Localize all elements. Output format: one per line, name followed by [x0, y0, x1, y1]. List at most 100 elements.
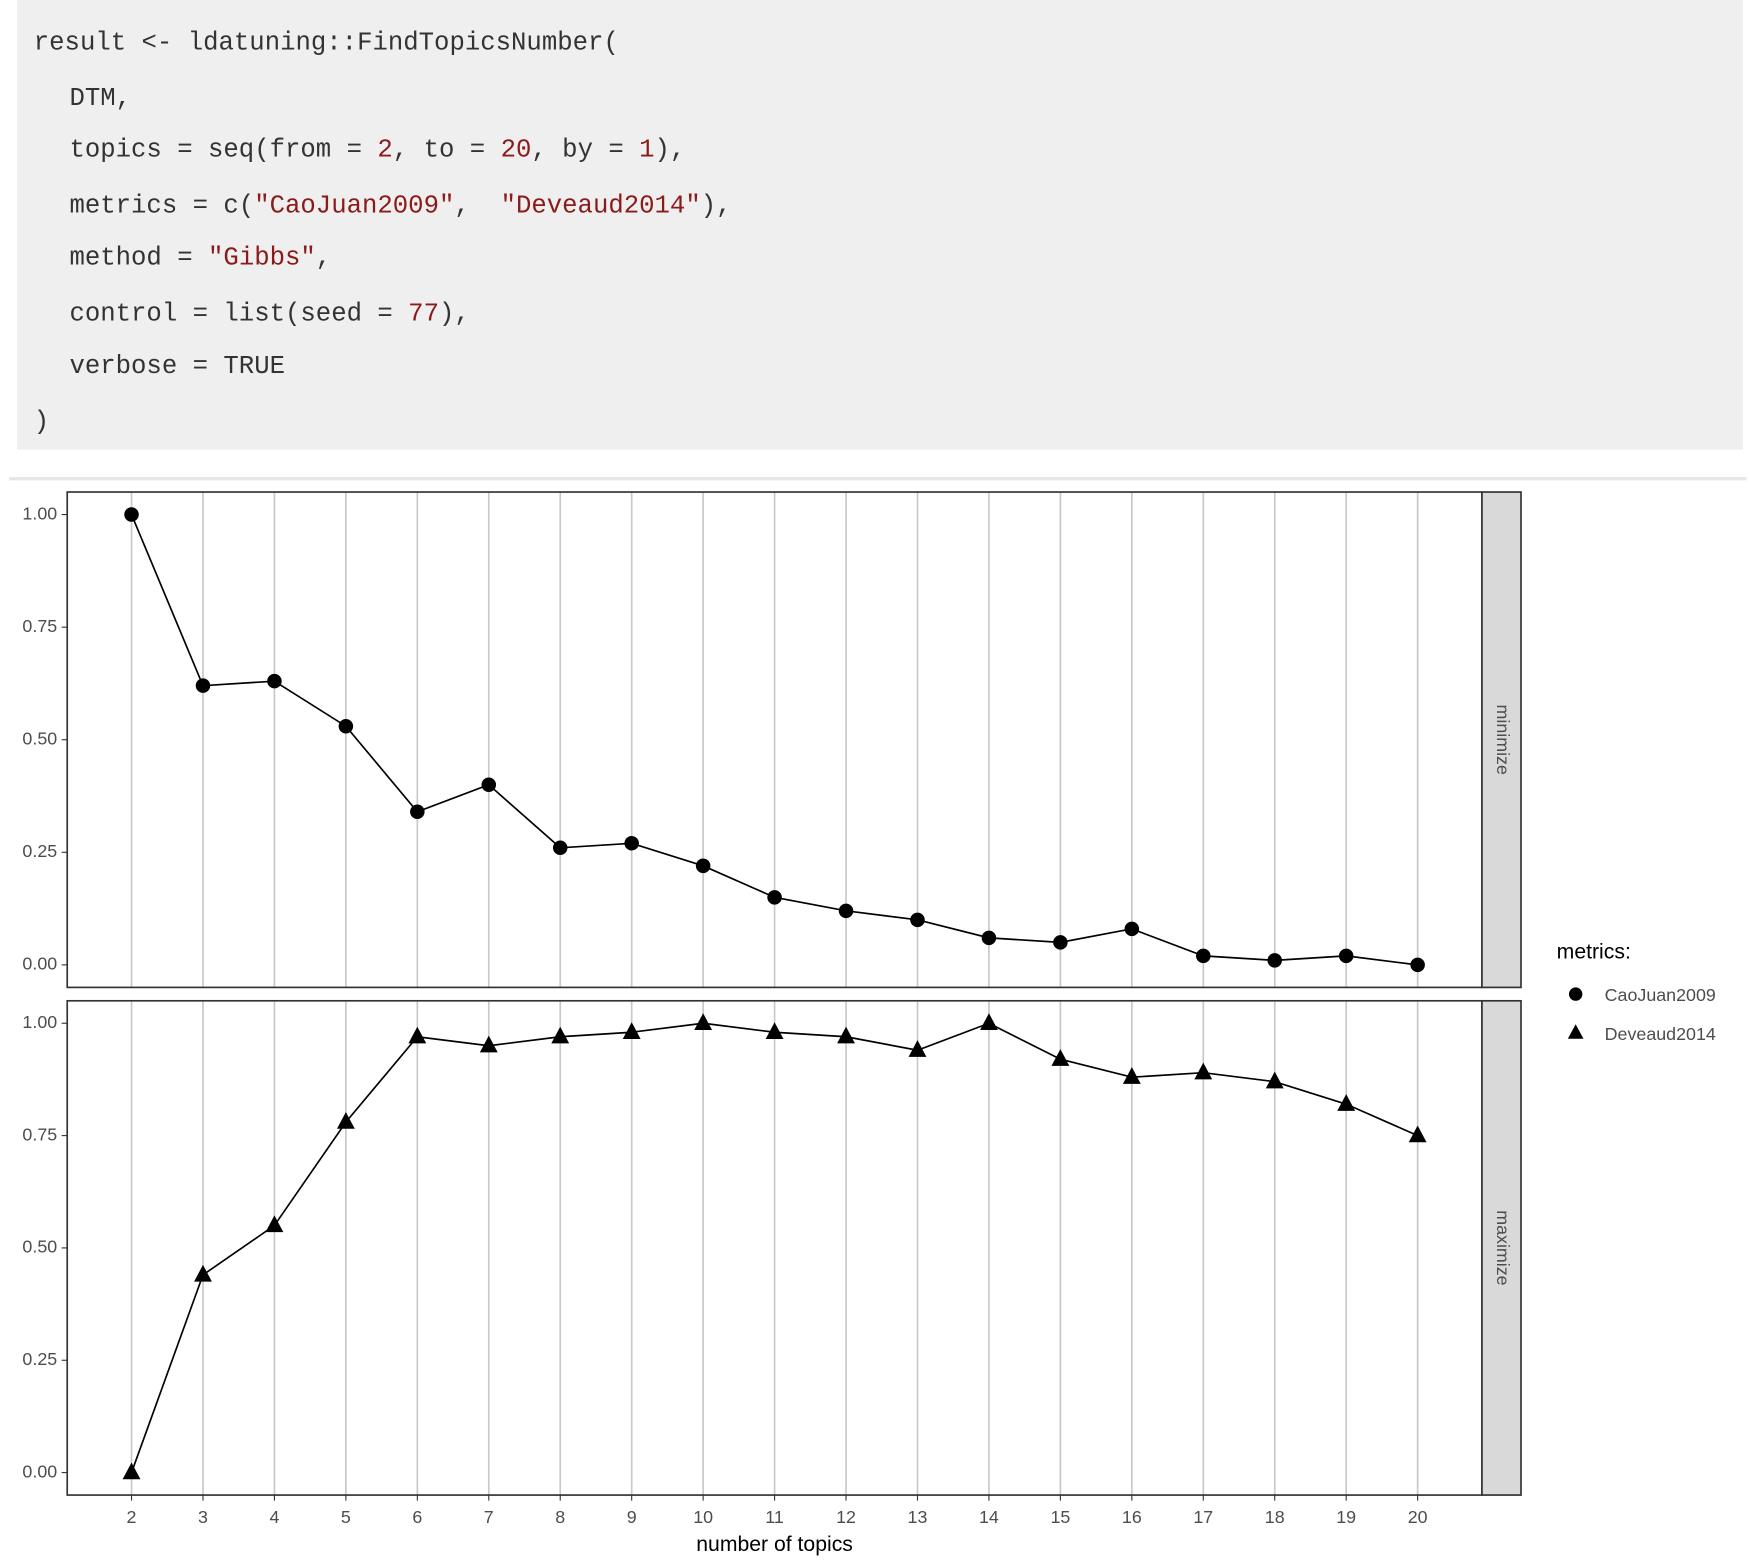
x-tick-label: 4 [269, 1507, 279, 1527]
point [1122, 1067, 1141, 1084]
point [980, 1013, 998, 1030]
x-tick-label: 6 [412, 1507, 422, 1527]
point [765, 1022, 784, 1039]
x-tick-label: 18 [1265, 1507, 1285, 1527]
point [1265, 1071, 1284, 1089]
code-line: result <- ldatuning::FindTopicsNumber( [34, 28, 619, 57]
x-tick-label: 20 [1408, 1507, 1428, 1527]
point [481, 777, 497, 793]
point [1196, 948, 1211, 964]
code-token: 2 [377, 135, 392, 164]
point [767, 890, 782, 905]
point [1267, 953, 1282, 968]
x-tick-label: 7 [484, 1507, 494, 1527]
code-token: ) [34, 408, 49, 437]
legend-title: metrics: [1557, 940, 1631, 963]
facet-label: minimize [1493, 705, 1513, 775]
point [124, 507, 139, 522]
code-token: "Deveaud2014" [501, 191, 701, 220]
y-tick-label: 0.00 [22, 954, 57, 974]
x-tick-label: 2 [127, 1507, 137, 1527]
point [122, 1462, 141, 1480]
point [695, 858, 711, 874]
code-token: method = [69, 244, 208, 273]
code-token: "CaoJuan2009" [254, 191, 454, 220]
y-tick-label: 0.00 [22, 1461, 57, 1481]
point [336, 1112, 355, 1129]
point [552, 840, 568, 856]
point [1053, 935, 1068, 950]
x-tick-label: 8 [555, 1507, 565, 1527]
x-tick-label: 12 [836, 1507, 856, 1527]
code-token: 20 [501, 135, 532, 164]
facet-label: maximize [1493, 1210, 1513, 1285]
code-line: topics = seq(from = 2, to = 20, by = 1), [69, 135, 685, 164]
point [1408, 1125, 1427, 1143]
code-token: , [454, 191, 500, 220]
legend-label: Deveaud2014 [1605, 1024, 1716, 1044]
point [194, 1264, 212, 1282]
code-token: verbose = TRUE [69, 352, 285, 381]
code-line: method = "Gibbs", [69, 244, 331, 273]
point [1194, 1062, 1213, 1080]
point [624, 836, 639, 851]
point [1410, 957, 1425, 973]
y-tick-label: 0.50 [22, 1237, 57, 1257]
y-tick-label: 0.25 [22, 1349, 57, 1369]
code-line: metrics = c("CaoJuan2009", "Deveaud2014"… [69, 191, 731, 220]
x-tick-label: 17 [1193, 1507, 1213, 1527]
code-token: ), [439, 299, 470, 328]
x-tick-label: 15 [1050, 1507, 1070, 1527]
x-tick-label: 14 [979, 1507, 999, 1527]
point [1337, 1094, 1356, 1111]
code-line: verbose = TRUE [69, 352, 285, 381]
point [479, 1035, 498, 1053]
point [410, 804, 425, 820]
y-tick-label: 1.00 [22, 1012, 57, 1032]
code-line: ) [34, 408, 49, 437]
x-tick-label: 11 [765, 1507, 784, 1527]
point [908, 1040, 927, 1057]
point [195, 678, 211, 693]
legend-marker [1567, 1024, 1584, 1039]
point [267, 673, 282, 689]
point [694, 1013, 713, 1030]
code-token: topics = seq(from = [69, 135, 377, 164]
code-token: control = list(seed = [69, 299, 408, 328]
point [1051, 1049, 1070, 1066]
y-tick-label: 0.75 [22, 616, 57, 636]
code-line: DTM, [69, 84, 131, 113]
point [838, 903, 854, 919]
point [837, 1026, 855, 1044]
y-tick-label: 0.25 [22, 841, 57, 861]
code-token: , by = [531, 135, 639, 164]
x-tick-label: 19 [1336, 1507, 1356, 1527]
x-tick-label: 9 [627, 1507, 637, 1527]
code-block [17, 0, 1744, 450]
x-tick-label: 10 [693, 1507, 713, 1527]
code-token: ), [701, 191, 732, 220]
point [551, 1026, 570, 1044]
point [1338, 948, 1354, 964]
y-tick-label: 0.50 [22, 728, 57, 748]
y-tick-label: 0.75 [22, 1124, 57, 1144]
point [622, 1022, 641, 1039]
x-tick-label: 13 [908, 1507, 928, 1527]
facet-strip [1481, 999, 1522, 1496]
code-token: 1 [639, 135, 654, 164]
legend-label: CaoJuan2009 [1605, 985, 1716, 1005]
code-token: , [316, 244, 331, 273]
code-token: ), [655, 135, 686, 164]
code-token: 77 [408, 299, 439, 328]
code-token: , to = [393, 135, 501, 164]
code-token: "Gibbs" [208, 244, 316, 273]
x-axis-label: number of topics [696, 1533, 853, 1556]
point [265, 1215, 284, 1233]
code-token: metrics = c( [69, 191, 254, 220]
x-tick-label: 5 [341, 1507, 351, 1527]
facet-strip [1481, 491, 1522, 989]
point [338, 718, 354, 734]
point [981, 930, 997, 946]
